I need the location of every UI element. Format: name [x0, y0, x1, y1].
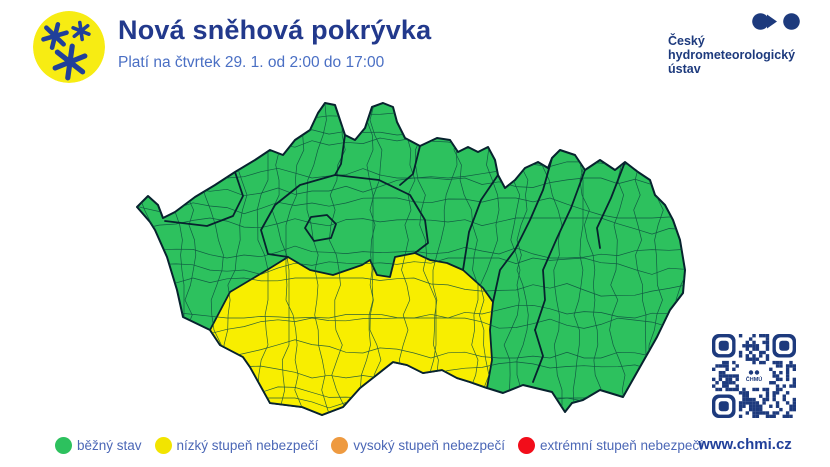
qr-code: ČHMÚ: [712, 334, 796, 418]
legend-label: nízký stupeň nebezpečí: [176, 438, 319, 453]
snowflakes-icon: [33, 11, 105, 83]
org-name-line: hydrometeorologický: [668, 48, 796, 62]
website-link[interactable]: www.chmi.cz: [698, 436, 792, 453]
qr-center-label: ČHMÚ: [746, 376, 763, 383]
warning-map-czech-republic: [95, 96, 695, 434]
legend-dot-red: [517, 437, 535, 454]
legend-label: běžný stav: [77, 438, 142, 453]
legend-item-extreme: extrémní stupeň nebezpečí: [517, 437, 703, 454]
org-name: Český hydrometeorologický ústav: [668, 34, 796, 76]
legend-label: vysoký stupeň nebezpečí: [353, 438, 505, 453]
org-name-line: ústav: [668, 62, 701, 76]
chmi-logo-icon: [752, 13, 800, 30]
chmi-logo: Český hydrometeorologický ústav: [668, 12, 800, 76]
legend-dot-yellow: [154, 437, 172, 454]
snowflake-glyphs: [41, 20, 91, 81]
qr-center-logo: ČHMÚ: [741, 366, 767, 384]
validity-period: Platí na čtvrtek 29. 1. od 2:00 do 17:00: [118, 53, 385, 71]
legend-dot-orange: [331, 437, 349, 454]
header: Nová sněhová pokrývka Platí na čtvrtek 2…: [118, 15, 432, 72]
legend-label: extrémní stupeň nebezpečí: [539, 438, 703, 453]
warning-legend: běžný stav nízký stupeň nebezpečí vysoký…: [55, 437, 703, 454]
map-svg: [136, 102, 686, 416]
legend-item-high: vysoký stupeň nebezpečí: [331, 437, 505, 454]
page-title: Nová sněhová pokrývka: [118, 15, 432, 45]
map-region-low-danger: [209, 252, 494, 416]
legend-item-low: nízký stupeň nebezpečí: [154, 437, 319, 454]
legend-dot-green: [55, 437, 72, 454]
legend-item-normal: běžný stav: [55, 437, 142, 454]
org-name-line: Český: [668, 34, 705, 48]
region-borders: [164, 134, 626, 383]
